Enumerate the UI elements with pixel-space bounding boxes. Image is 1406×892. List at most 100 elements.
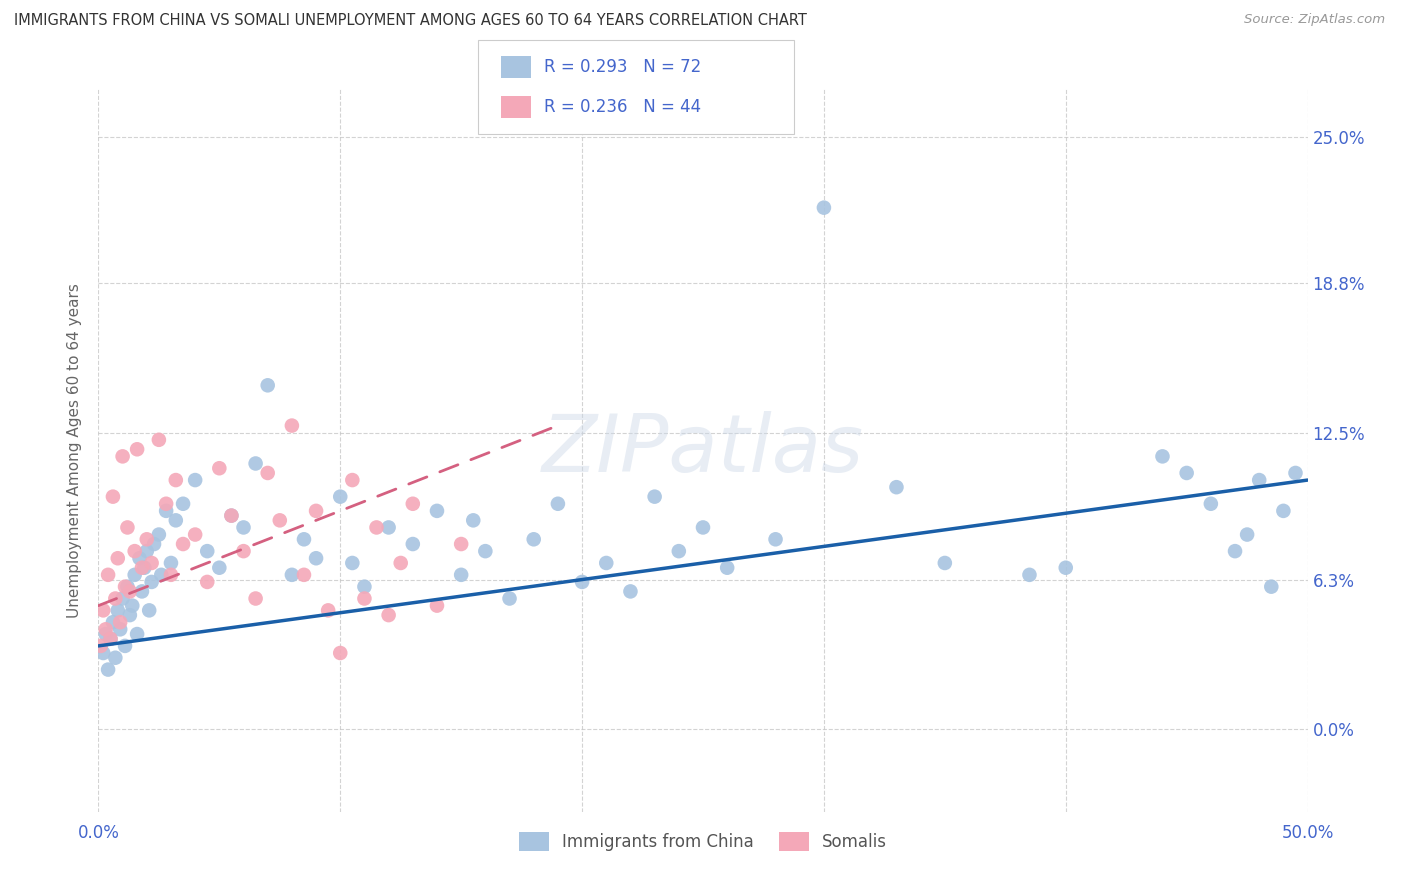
Point xyxy=(281,567,304,582)
Point xyxy=(100,632,122,646)
Point xyxy=(127,627,149,641)
Point xyxy=(150,567,173,582)
Point xyxy=(148,527,170,541)
Point xyxy=(155,497,177,511)
Point xyxy=(342,556,364,570)
Point xyxy=(172,537,194,551)
Point xyxy=(402,537,425,551)
Point xyxy=(498,591,520,606)
Point xyxy=(716,560,738,574)
Point xyxy=(402,497,425,511)
Point xyxy=(426,599,449,613)
Point xyxy=(128,551,150,566)
Point xyxy=(256,466,278,480)
Point xyxy=(97,663,120,677)
Point xyxy=(474,544,496,558)
Text: ZIPatlas: ZIPatlas xyxy=(541,411,865,490)
Point xyxy=(117,580,139,594)
Text: R = 0.236   N = 44: R = 0.236 N = 44 xyxy=(544,98,702,116)
Point xyxy=(195,544,218,558)
Point xyxy=(135,544,157,558)
Point xyxy=(377,520,399,534)
Point xyxy=(155,504,177,518)
Point xyxy=(619,584,641,599)
Point xyxy=(138,603,160,617)
Point xyxy=(232,520,254,534)
Point xyxy=(329,646,352,660)
Point xyxy=(269,513,291,527)
Point xyxy=(90,639,112,653)
Point xyxy=(256,378,278,392)
Point xyxy=(97,567,120,582)
Point xyxy=(165,473,187,487)
Point xyxy=(108,623,131,637)
Point xyxy=(934,556,956,570)
Point xyxy=(94,627,117,641)
Point xyxy=(117,520,139,534)
Point xyxy=(281,418,304,433)
Point xyxy=(232,544,254,558)
Point xyxy=(426,504,449,518)
Point xyxy=(160,556,183,570)
Point xyxy=(765,533,787,547)
Point xyxy=(342,473,364,487)
Y-axis label: Unemployment Among Ages 60 to 64 years: Unemployment Among Ages 60 to 64 years xyxy=(67,283,83,618)
Point xyxy=(292,567,315,582)
Point xyxy=(131,584,153,599)
Point xyxy=(305,551,328,566)
Point xyxy=(111,450,134,464)
Text: 50.0%: 50.0% xyxy=(1281,823,1334,841)
Point xyxy=(389,556,412,570)
Point xyxy=(595,556,617,570)
Point xyxy=(127,442,149,457)
Text: Source: ZipAtlas.com: Source: ZipAtlas.com xyxy=(1244,13,1385,27)
Point xyxy=(523,533,546,547)
Point xyxy=(160,567,183,582)
Point xyxy=(329,490,352,504)
Point xyxy=(221,508,243,523)
Point xyxy=(547,497,569,511)
Point xyxy=(131,560,153,574)
Point xyxy=(141,574,163,589)
Point xyxy=(668,544,690,558)
Point xyxy=(104,591,127,606)
Point xyxy=(644,490,666,504)
Point xyxy=(1284,466,1306,480)
Point xyxy=(91,603,114,617)
Point xyxy=(886,480,908,494)
Point xyxy=(121,599,143,613)
Point xyxy=(450,567,472,582)
Point xyxy=(221,508,243,523)
Point xyxy=(118,608,141,623)
Point xyxy=(463,513,485,527)
Text: R = 0.293   N = 72: R = 0.293 N = 72 xyxy=(544,58,702,76)
Point xyxy=(692,520,714,534)
Point xyxy=(195,574,218,589)
Point xyxy=(1152,450,1174,464)
Point xyxy=(134,560,156,574)
Point xyxy=(148,433,170,447)
Point xyxy=(571,574,593,589)
Point xyxy=(1260,580,1282,594)
Point xyxy=(184,527,207,541)
Point xyxy=(353,591,375,606)
Point xyxy=(1223,544,1246,558)
Point xyxy=(1175,466,1198,480)
Point xyxy=(208,560,231,574)
Point xyxy=(100,632,122,646)
Point xyxy=(124,544,146,558)
Point xyxy=(118,584,141,599)
Point xyxy=(813,201,835,215)
Point xyxy=(111,591,134,606)
Point xyxy=(1272,504,1295,518)
Point xyxy=(1249,473,1271,487)
Point xyxy=(114,639,136,653)
Point xyxy=(184,473,207,487)
Point xyxy=(165,513,187,527)
Text: 0.0%: 0.0% xyxy=(77,823,120,841)
Point xyxy=(1054,560,1077,574)
Point xyxy=(143,537,166,551)
Point xyxy=(1236,527,1258,541)
Point xyxy=(245,591,267,606)
Point xyxy=(91,646,114,660)
